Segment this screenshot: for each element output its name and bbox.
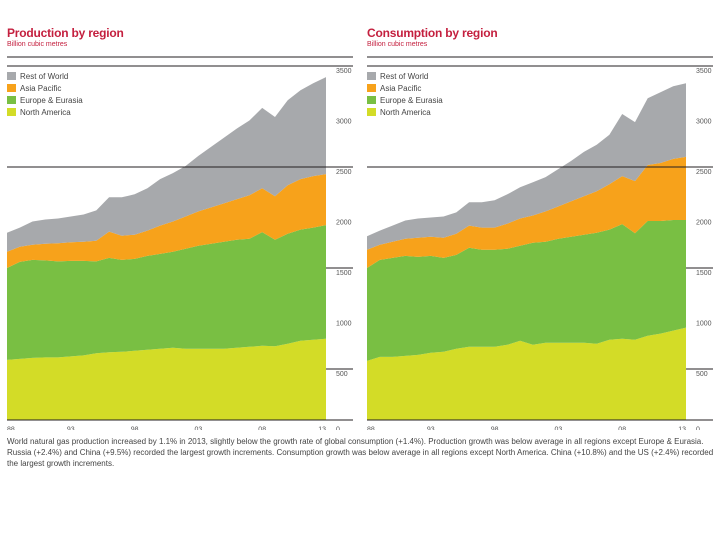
- legend-item-rest-of-world: Rest of World: [367, 70, 443, 82]
- consumption-chart: 0 500 1000 1500 2000 2500 3000 3500 88 93 98 03 08 13: [367, 56, 713, 431]
- area-asia-pacific: [367, 156, 686, 268]
- y-tick-label: 2000: [336, 220, 352, 227]
- y-tick-label: 3000: [336, 119, 352, 126]
- x-tick-label: 03: [195, 427, 203, 431]
- x-tick-label: 93: [67, 427, 75, 431]
- legend-item-europe-eurasia: Europe & Eurasia: [7, 94, 83, 106]
- x-tick-label: 98: [131, 427, 139, 431]
- legend-swatch-europe-eurasia: [7, 96, 16, 104]
- legend-swatch-north-america: [367, 108, 376, 116]
- production-panel: Production by region Billion cubic metre…: [0, 0, 360, 430]
- consumption-panel: Consumption by region Billion cubic metr…: [360, 0, 720, 430]
- consumption-chart-title: Consumption by region: [367, 26, 498, 40]
- production-chart-subtitle: Billion cubic metres: [7, 41, 68, 48]
- y-tick-label: 0: [696, 427, 700, 431]
- legend-label: Rest of World: [380, 71, 429, 81]
- y-tick-label: 3500: [336, 68, 352, 75]
- production-chart: 0 500 1000 1500 2000 2500 3000 3500 88 93 98 03 08 13: [7, 56, 353, 431]
- y-tick-label: 2000: [696, 220, 712, 227]
- legend-item-north-america: North America: [7, 106, 83, 118]
- legend-item-europe-eurasia: Europe & Eurasia: [367, 94, 443, 106]
- legend-label: North America: [380, 107, 431, 117]
- y-tick-label: 1500: [336, 270, 352, 277]
- consumption-legend: Rest of World Asia Pacific Europe & Eura…: [367, 70, 443, 118]
- y-tick-label: 1000: [336, 321, 352, 328]
- legend-item-rest-of-world: Rest of World: [7, 70, 83, 82]
- production-legend: Rest of World Asia Pacific Europe & Eura…: [7, 70, 83, 118]
- area-asia-pacific: [7, 174, 326, 268]
- x-tick-label: 93: [427, 427, 435, 431]
- x-tick-label: 88: [367, 427, 375, 431]
- x-tick-label: 03: [555, 427, 563, 431]
- x-tick-label: 08: [618, 427, 626, 431]
- legend-swatch-asia-pacific: [367, 84, 376, 92]
- legend-swatch-asia-pacific: [7, 84, 16, 92]
- y-tick-label: 1000: [696, 321, 712, 328]
- x-tick-label: 98: [491, 427, 499, 431]
- production-chart-title: Production by region: [7, 26, 124, 40]
- x-tick-label: 08: [258, 427, 266, 431]
- area-europe-eurasia: [7, 225, 326, 360]
- legend-item-north-america: North America: [367, 106, 443, 118]
- chart-caption: World natural gas production increased b…: [7, 437, 714, 468]
- legend-label: North America: [20, 107, 71, 117]
- x-tick-label: 88: [7, 427, 15, 431]
- y-tick-label: 500: [696, 371, 708, 378]
- area-north-america: [367, 327, 686, 420]
- legend-swatch-rest-of-world: [7, 72, 16, 80]
- y-tick-label: 2500: [696, 169, 712, 176]
- legend-label: Rest of World: [20, 71, 69, 81]
- y-tick-label: 1500: [696, 270, 712, 277]
- legend-swatch-europe-eurasia: [367, 96, 376, 104]
- y-tick-label: 2500: [336, 169, 352, 176]
- legend-label: Europe & Eurasia: [20, 95, 83, 105]
- x-tick-label: 13: [678, 427, 686, 431]
- x-tick-label: 13: [318, 427, 326, 431]
- area-europe-eurasia: [367, 220, 686, 361]
- legend-swatch-rest-of-world: [367, 72, 376, 80]
- legend-swatch-north-america: [7, 108, 16, 116]
- legend-label: Asia Pacific: [380, 83, 422, 93]
- legend-item-asia-pacific: Asia Pacific: [367, 82, 443, 94]
- legend-item-asia-pacific: Asia Pacific: [7, 82, 83, 94]
- y-tick-label: 3000: [696, 119, 712, 126]
- area-north-america: [7, 338, 326, 420]
- area-rest-of-world: [7, 77, 326, 252]
- y-tick-label: 3500: [696, 68, 712, 75]
- legend-label: Asia Pacific: [20, 83, 62, 93]
- y-tick-label: 0: [336, 427, 340, 431]
- consumption-chart-subtitle: Billion cubic metres: [367, 41, 428, 48]
- y-tick-label: 500: [336, 371, 348, 378]
- legend-label: Europe & Eurasia: [380, 95, 443, 105]
